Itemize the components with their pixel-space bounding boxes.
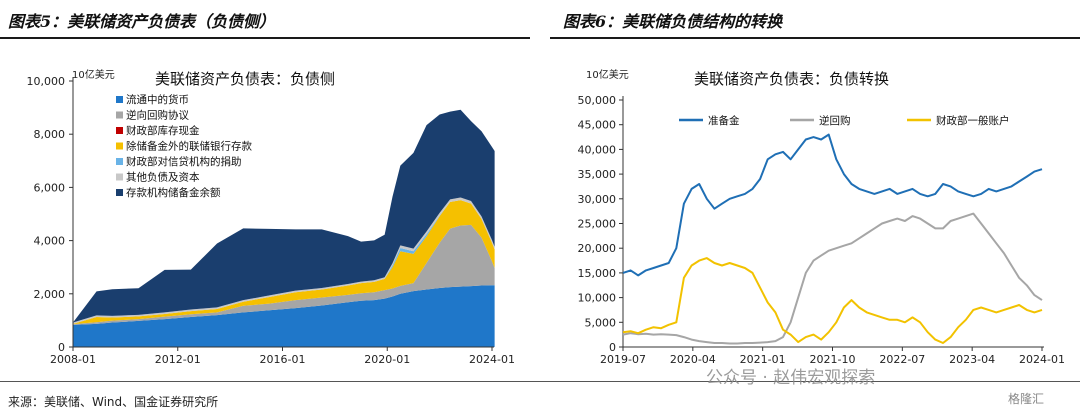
right-figure-title: 图表6：美联储负债结构的转换 — [563, 12, 783, 31]
y-tick-label: 0 — [609, 341, 616, 354]
legend-swatch — [116, 127, 123, 134]
source-rule — [0, 381, 1080, 382]
area-series-0 — [73, 285, 495, 347]
line-series-2 — [622, 257, 1043, 344]
x-tick-label: 2021-10 — [810, 353, 856, 366]
y-tick-label: 45,000 — [578, 119, 617, 132]
area-series-6 — [73, 109, 495, 323]
left-title-rule — [0, 37, 530, 39]
watermark-logo: 格隆汇 — [1008, 392, 1045, 406]
x-tick-label: 2016-01 — [260, 353, 306, 366]
legend-swatch — [116, 173, 123, 181]
area-series-1 — [73, 224, 495, 325]
chart-title: 美联储资产负债表：负债转换 — [694, 70, 889, 88]
y-tick-label: 10,000 — [27, 75, 66, 88]
y-tick-label: 4,000 — [34, 235, 66, 248]
right-chart: 0 5,000 10,000 15,000 20,000 25,000 30,000 35,0… — [578, 68, 1065, 366]
x-tick-label: 2023-04 — [949, 353, 995, 366]
legend-label: 流通中的货币 — [126, 93, 189, 106]
x-tick-label: 2008-01 — [50, 353, 96, 366]
y-tick-label: 8,000 — [34, 128, 66, 141]
y-tick-label: 30,000 — [578, 193, 617, 206]
y-tick-label: 5,000 — [585, 316, 617, 329]
y-tick-label: 40,000 — [578, 143, 617, 156]
line-series-1 — [622, 212, 1043, 345]
source-note: 来源：美联储、Wind、国金证券研究所 — [8, 395, 219, 409]
legend-label: 存款机构储备金余额 — [126, 186, 221, 199]
x-tick-label: 2022-07 — [879, 353, 925, 366]
y-axis-unit: 10亿美元 — [586, 68, 629, 81]
legend-label: 逆回购 — [819, 114, 851, 127]
legend-label: 准备金 — [708, 114, 740, 127]
x-tick-label: 2012-01 — [155, 353, 201, 366]
legend-label: 财政部一般账户 — [936, 114, 1010, 127]
line-series-0 — [622, 133, 1043, 277]
legend-label: 财政部库存现金 — [126, 124, 200, 137]
legend-swatch — [116, 96, 123, 103]
x-tick-label: 2020-04 — [670, 353, 716, 366]
area-series-3 — [73, 200, 495, 325]
legend-label: 除储备金外的联储银行存款 — [126, 140, 252, 153]
legend-swatch — [116, 111, 123, 119]
y-axis-unit: 10亿美元 — [72, 68, 115, 81]
left-figure-title: 图表5：美联储资产负债表（负债侧） — [8, 12, 276, 31]
y-tick-label: 50,000 — [578, 94, 617, 107]
x-tick-label: 2020-01 — [364, 353, 410, 366]
legend-label: 逆向回购协议 — [126, 109, 189, 122]
y-tick-label: 15,000 — [578, 267, 617, 280]
left-chart: 0 2,000 4,000 6,000 8,000 10,000 2008-01 2012-0… — [27, 68, 515, 366]
watermark: 公众号 · 赵伟宏观探索 — [706, 368, 876, 388]
right-title-rule — [550, 37, 1080, 39]
y-tick-label: 25,000 — [578, 218, 617, 231]
y-tick-label: 0 — [58, 341, 65, 354]
chart-title: 美联储资产负债表：负债侧 — [155, 70, 335, 88]
y-tick-label: 2,000 — [34, 288, 66, 301]
y-tick-label: 20,000 — [578, 242, 617, 255]
legend-swatch — [116, 142, 123, 150]
legend-swatch — [116, 158, 123, 165]
x-tick-label: 2019-07 — [600, 353, 646, 366]
legend-label: 其他负债及资本 — [126, 171, 200, 184]
legend-label: 财政部对信贷机构的捐助 — [126, 155, 242, 168]
x-tick-label: 2021-01 — [740, 353, 786, 366]
x-tick-label: 2024-01 — [1019, 353, 1065, 366]
y-tick-label: 10,000 — [578, 292, 617, 305]
x-tick-label: 2024-01 — [469, 353, 515, 366]
y-tick-label: 6,000 — [34, 181, 66, 194]
legend-swatch — [116, 189, 123, 196]
y-tick-label: 35,000 — [578, 168, 617, 181]
